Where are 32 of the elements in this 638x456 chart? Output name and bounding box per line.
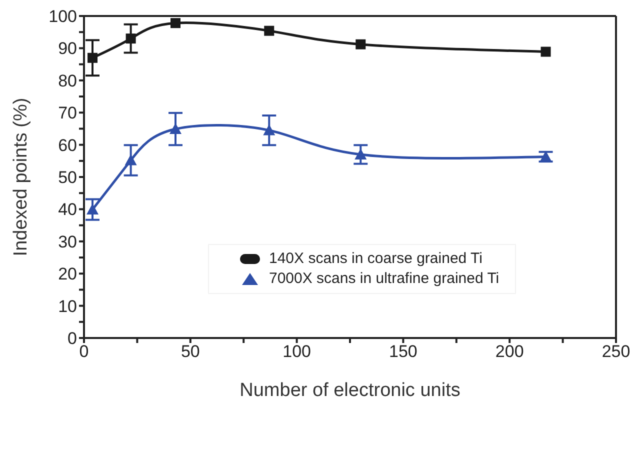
y-tick-label: 80 [58,71,77,90]
y-tick-label: 70 [58,104,77,123]
y-tick-label: 90 [58,39,77,58]
point [264,26,274,36]
point [86,204,99,215]
x-tick-label: 150 [389,342,418,362]
x-tick-label: 0 [79,342,89,362]
y-axis-title: Indexed points (%) [10,98,32,256]
y-tick-label: 50 [58,168,77,188]
y-tick-label: 10 [58,296,77,316]
point [263,124,276,136]
point [170,18,181,28]
y-tick-label: 60 [58,136,77,155]
y-tick-label: 0 [68,329,77,348]
point [354,148,367,160]
legend-label: 140X scans in coarse grained Ti [269,249,482,269]
y-tick-label: 40 [58,200,77,220]
x-tick-label: 100 [282,342,311,362]
y-tick-label: 30 [58,232,77,252]
x-axis-title: Number of electronic units [240,380,460,401]
point [170,123,182,134]
point [124,154,137,166]
point [540,46,551,57]
x-tick-label: 200 [495,342,524,362]
x-tick-label: 50 [180,342,200,362]
point [126,34,136,44]
y-tick-label: 100 [48,7,77,26]
legend-label: 7000X scans in ultrafine grained Ti [269,269,500,289]
point [356,39,366,50]
y-tick-label: 20 [58,264,77,284]
x-tick-label: 250 [602,342,630,362]
point [88,52,98,63]
